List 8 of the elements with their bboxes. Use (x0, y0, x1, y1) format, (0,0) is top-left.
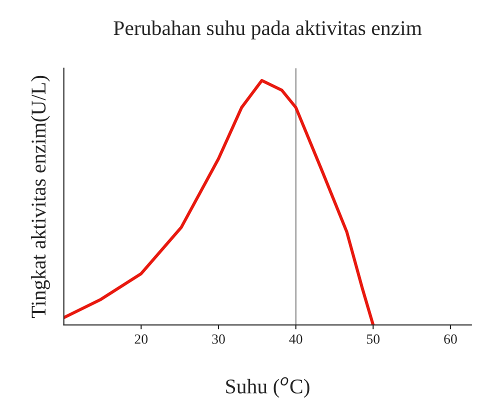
chart-title: Perubahan suhu pada aktivitas enzim (114, 20, 422, 40)
x-tick-label: 30 (212, 334, 225, 344)
y-axis-title: Tingkat aktivitas enzim(U/L) (30, 76, 50, 318)
x-tick-label: 50 (367, 334, 380, 344)
x-tick-label: 60 (444, 334, 457, 344)
x-tick-label: 40 (289, 334, 302, 344)
x-tick-label: 20 (134, 334, 148, 344)
x-axis-title: Suhu ($^{o}$C) (226, 377, 310, 398)
